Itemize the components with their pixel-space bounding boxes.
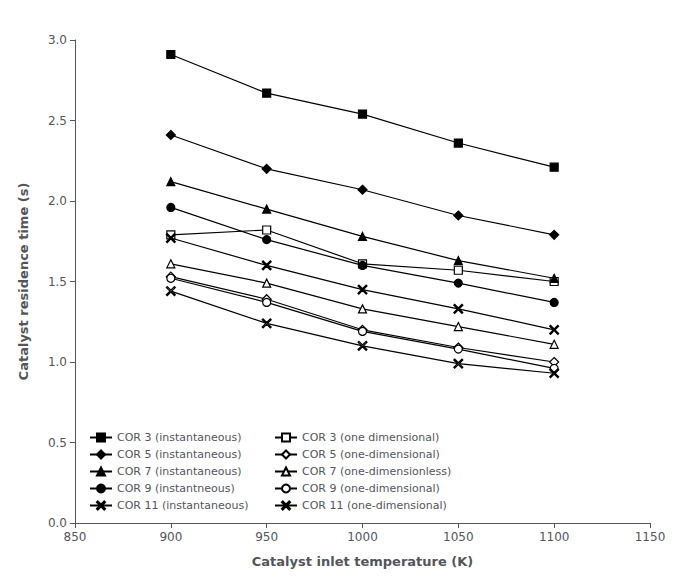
svg-text:0.0: 0.0 [48, 516, 67, 530]
svg-text:2.0: 2.0 [48, 194, 67, 208]
svg-text:850: 850 [64, 530, 87, 544]
svg-text:1.5: 1.5 [48, 275, 67, 289]
svg-text:COR 9 (one-dimensional): COR 9 (one-dimensional) [302, 482, 440, 495]
svg-text:1000: 1000 [347, 530, 378, 544]
svg-text:1050: 1050 [443, 530, 474, 544]
svg-text:COR 3 (instantaneous): COR 3 (instantaneous) [117, 431, 242, 444]
svg-text:3.0: 3.0 [48, 33, 67, 47]
svg-text:1100: 1100 [539, 530, 570, 544]
svg-text:0.5: 0.5 [48, 436, 67, 450]
svg-text:Catalyst residence time (s): Catalyst residence time (s) [16, 183, 31, 381]
svg-text:2.5: 2.5 [48, 114, 67, 128]
svg-text:COR 7 (one-dimensionless): COR 7 (one-dimensionless) [302, 465, 451, 478]
svg-text:1.0: 1.0 [48, 355, 67, 369]
svg-text:900: 900 [159, 530, 182, 544]
svg-text:COR 11 (one-dimensional): COR 11 (one-dimensional) [302, 499, 447, 512]
svg-text:COR 9 (instantneous): COR 9 (instantneous) [117, 482, 235, 495]
svg-text:COR 5 (instantaneous): COR 5 (instantaneous) [117, 448, 242, 461]
svg-text:COR 11 (instantaneous): COR 11 (instantaneous) [117, 499, 249, 512]
svg-text:1150: 1150 [635, 530, 666, 544]
svg-text:950: 950 [255, 530, 278, 544]
svg-text:COR 7 (instantaneous): COR 7 (instantaneous) [117, 465, 242, 478]
svg-text:COR 3 (one dimensional): COR 3 (one dimensional) [302, 431, 439, 444]
svg-text:Catalyst inlet temperature (K): Catalyst inlet temperature (K) [252, 554, 474, 569]
svg-text:COR 5 (one-dimensional): COR 5 (one-dimensional) [302, 448, 440, 461]
